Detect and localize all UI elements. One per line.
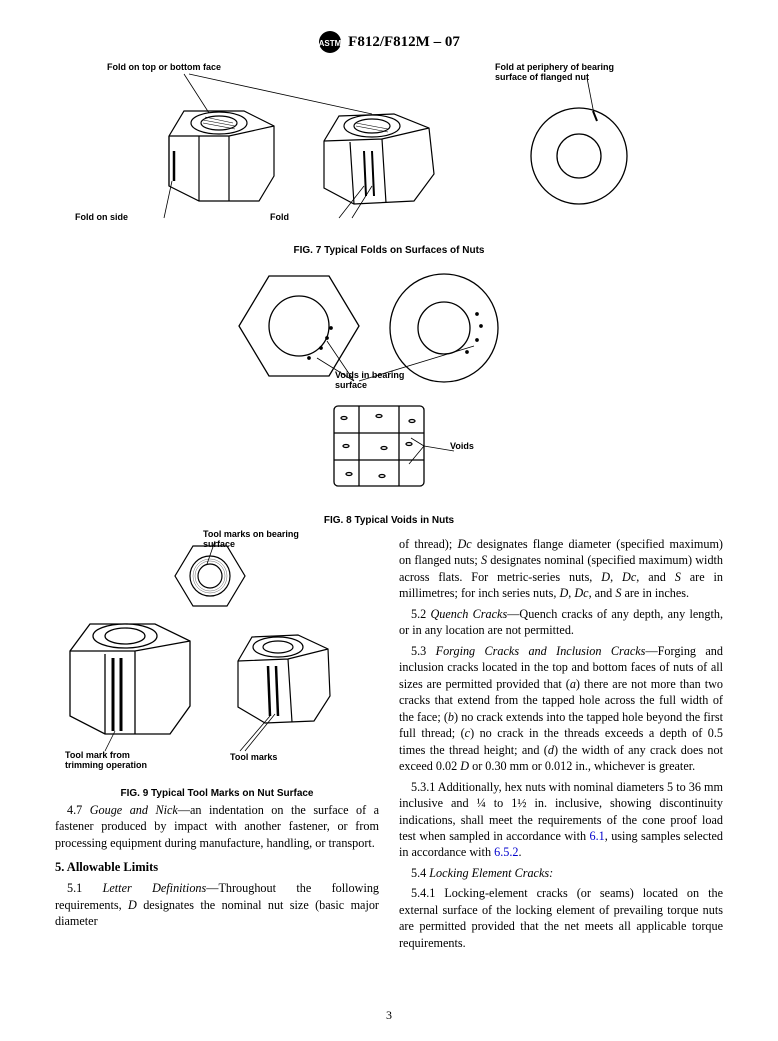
standard-number: F812/F812M – 07 bbox=[348, 34, 460, 51]
fig9-label-trim: Tool mark from trimming operation bbox=[65, 751, 165, 771]
para-5-3-1: 5.3.1 Additionally, hex nuts with nomina… bbox=[399, 779, 723, 861]
fig7-label-top: Fold on top or bottom face bbox=[107, 62, 221, 72]
left-column: Tool marks on bearing surface Tool mark … bbox=[55, 536, 379, 955]
fig9-label-marks: Tool marks bbox=[230, 751, 277, 763]
fig8-caption: FIG. 8 Typical Voids in Nuts bbox=[55, 515, 723, 526]
para-5-4-1: 5.4.1 Locking-element cracks (or seams) … bbox=[399, 885, 723, 951]
fig7-label-flanged: Fold at periphery of bearing surface of … bbox=[495, 62, 625, 82]
section-5-heading: 5. Allowable Limits bbox=[55, 859, 379, 876]
figure-8: Voids in bearing surface Voids FIG. 8 Ty… bbox=[55, 266, 723, 526]
fig8-label-bearing: Voids in bearing surface bbox=[335, 371, 405, 391]
link-6-1[interactable]: 6.1 bbox=[590, 829, 605, 843]
page-number: 3 bbox=[0, 1008, 778, 1023]
para-4-7: 4.7 Gouge and Nick—an indentation on the… bbox=[55, 802, 379, 851]
fig8-label-voids: Voids bbox=[450, 441, 474, 451]
figure-7: Fold on top or bottom face Fold on side … bbox=[55, 66, 723, 256]
figure-9: Tool marks on bearing surface Tool mark … bbox=[55, 536, 379, 796]
para-5-2: 5.2 Quench Cracks—Quench cracks of any d… bbox=[399, 606, 723, 639]
para-5-1: 5.1 Letter Definitions—Throughout the fo… bbox=[55, 880, 379, 929]
right-column: of thread); Dc designates flange diamete… bbox=[399, 536, 723, 955]
link-6-5-2[interactable]: 6.5.2 bbox=[494, 845, 518, 859]
page-header: ASTM F812/F812M – 07 bbox=[55, 30, 723, 54]
fig7-label-side: Fold on side bbox=[75, 212, 128, 222]
fig7-caption: FIG. 7 Typical Folds on Surfaces of Nuts bbox=[55, 245, 723, 256]
para-5-3: 5.3 Forging Cracks and Inclusion Cracks—… bbox=[399, 643, 723, 775]
para-5-1-cont: of thread); Dc designates flange diamete… bbox=[399, 536, 723, 602]
fig7-label-fold: Fold bbox=[270, 212, 289, 222]
fig9-caption: FIG. 9 Typical Tool Marks on Nut Surface bbox=[55, 787, 379, 801]
svg-text:ASTM: ASTM bbox=[319, 39, 342, 48]
astm-logo-icon: ASTM bbox=[318, 30, 342, 54]
para-5-4: 5.4 Locking Element Cracks: bbox=[399, 865, 723, 881]
fig9-label-bearing: Tool marks on bearing surface bbox=[203, 530, 303, 550]
